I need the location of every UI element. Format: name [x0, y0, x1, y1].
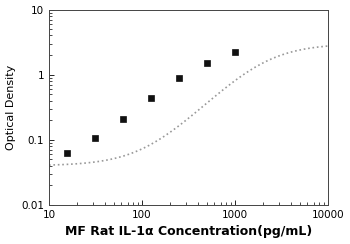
X-axis label: MF Rat IL-1α Concentration(pg/mL): MF Rat IL-1α Concentration(pg/mL)	[65, 225, 312, 238]
Y-axis label: Optical Density: Optical Density	[6, 65, 15, 150]
